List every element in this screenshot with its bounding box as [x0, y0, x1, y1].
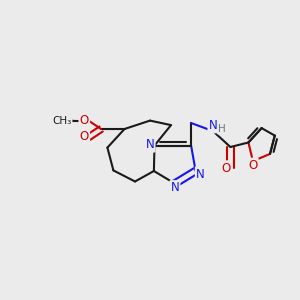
Text: O: O — [80, 113, 89, 127]
Text: N: N — [146, 138, 154, 152]
Text: O: O — [222, 161, 231, 175]
Text: O: O — [80, 130, 89, 143]
Text: H: H — [218, 124, 226, 134]
Text: N: N — [170, 181, 179, 194]
Text: N: N — [208, 119, 217, 132]
Text: O: O — [248, 159, 257, 172]
Text: N: N — [196, 167, 205, 181]
Text: CH₃: CH₃ — [52, 116, 71, 126]
Text: methyl: methyl — [70, 119, 75, 120]
